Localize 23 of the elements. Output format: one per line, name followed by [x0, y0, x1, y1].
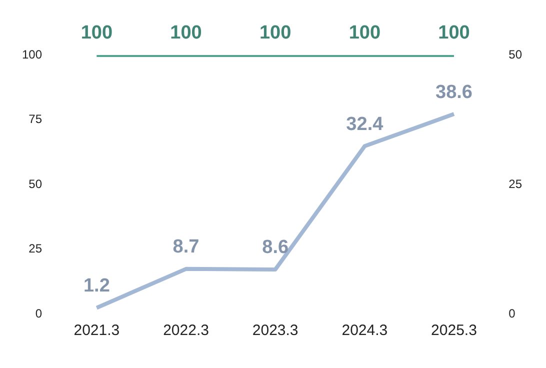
data-label: 100	[170, 22, 202, 44]
y2-tick-label: 25	[508, 176, 522, 191]
data-label: 100	[438, 22, 470, 44]
data-label: 8.6	[262, 237, 289, 258]
x-tick-label: 2021.3	[74, 322, 120, 340]
y-tick-label: 100	[22, 47, 42, 62]
x-tick-label: 2025.3	[431, 322, 477, 340]
x-tick-label: 2023.3	[252, 322, 298, 340]
y-tick-label: 0	[35, 306, 42, 320]
data-label: 38.6	[435, 82, 472, 103]
data-label: 32.4	[346, 114, 384, 135]
x-tick-label: 2024.3	[342, 322, 388, 340]
y-tick-label: 50	[28, 176, 42, 191]
y2-tick-label: 0	[508, 306, 516, 320]
data-label: 8.7	[172, 236, 200, 258]
y2-tick-label: 50	[508, 47, 522, 62]
data-label: 100	[348, 22, 381, 44]
x-tick-label: 2022.3	[163, 322, 209, 340]
data-label: 1.2	[83, 276, 110, 297]
y-tick-label: 75	[28, 112, 42, 126]
data-label: 100	[80, 22, 113, 44]
y-tick-label: 25	[28, 242, 42, 256]
data-label: 100	[259, 22, 292, 44]
